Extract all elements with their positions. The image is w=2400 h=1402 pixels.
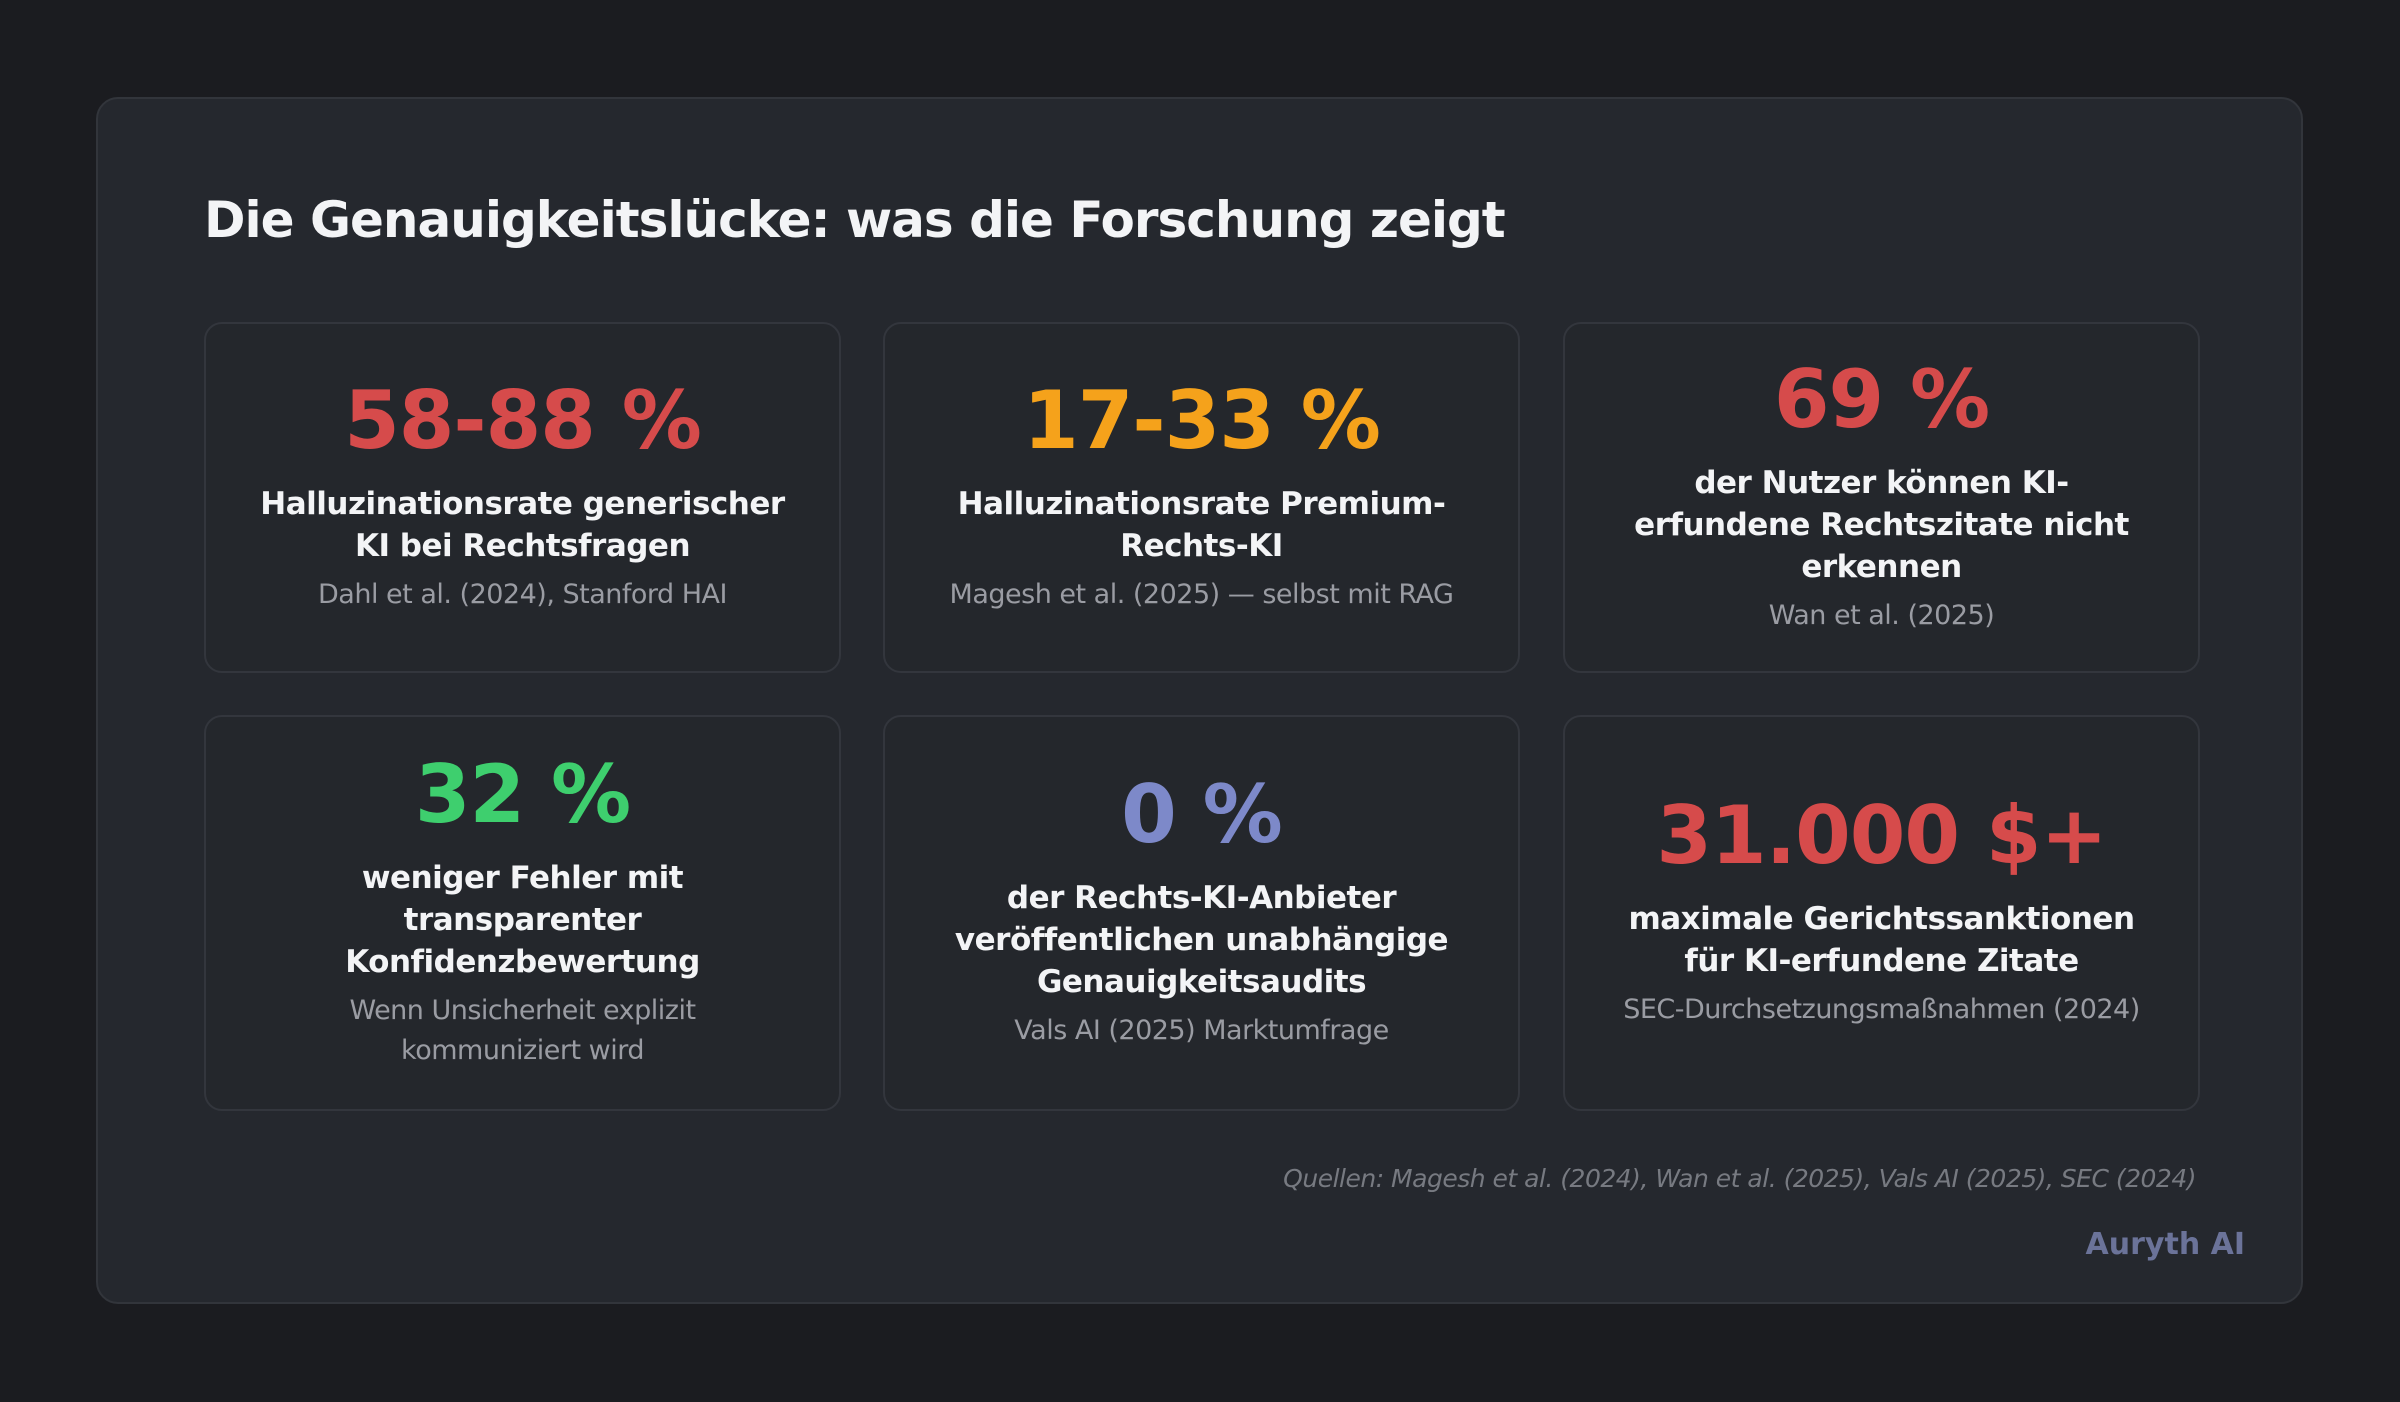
stat-source: Wenn Unsicherheit explizit kommuniziert … xyxy=(349,995,696,1066)
stat-source: Vals AI (2025) Marktumfrage xyxy=(1014,1015,1389,1046)
stat-value: 17-33 % xyxy=(1023,373,1381,467)
stat-source: Wan et al. (2025) xyxy=(1768,599,1995,631)
brand-logo: Auryth AI xyxy=(2085,1227,2245,1262)
stat-card-generic-ai-hallucination: 58-88 % Halluzinationsrate generischer K… xyxy=(204,322,841,673)
stat-label: der Rechts-KI-Anbieter veröffentlichen u… xyxy=(954,880,1449,1000)
stat-card-court-sanctions: 31.000 $+ maximale Gerichtssanktionen fü… xyxy=(1563,715,2200,1111)
stat-value: 32 % xyxy=(414,748,631,841)
stat-card-users-cannot-detect: 69 % der Nutzer können KI-erfundene Rech… xyxy=(1563,322,2200,673)
infographic-panel: Die Genauigkeitslücke: was die Forschung… xyxy=(96,97,2303,1304)
stat-card-no-audits: 0 % der Rechts-KI-Anbieter veröffentlich… xyxy=(883,715,1520,1111)
stat-card-fewer-errors: 32 % weniger Fehler mit transparenter Ko… xyxy=(204,715,841,1111)
stat-label: Halluzinationsrate Premium-Rechts-KI xyxy=(957,485,1446,564)
stat-source: Magesh et al. (2025) — selbst mit RAG xyxy=(949,578,1454,610)
stat-value: 31.000 $+ xyxy=(1656,789,2107,882)
stat-source: Dahl et al. (2024), Stanford HAI xyxy=(318,578,727,610)
sources-note: Quellen: Magesh et al. (2024), Wan et al… xyxy=(1283,1164,2196,1193)
stat-label: maximale Gerichtssanktionen für KI-erfun… xyxy=(1628,901,2135,979)
stat-value: 58-88 % xyxy=(344,373,702,467)
stat-value: 69 % xyxy=(1773,352,1990,446)
stat-value: 0 % xyxy=(1121,768,1283,861)
page-title: Die Genauigkeitslücke: was die Forschung… xyxy=(204,191,1506,249)
stat-label: weniger Fehler mit transparenter Konfide… xyxy=(345,860,700,980)
stat-label: Halluzinationsrate generischer KI bei Re… xyxy=(260,485,785,564)
stat-source: SEC-Durchsetzungsmaßnahmen (2024) xyxy=(1623,994,2140,1025)
stat-card-premium-ai-hallucination: 17-33 % Halluzinationsrate Premium-Recht… xyxy=(883,322,1520,673)
stat-label: der Nutzer können KI-erfundene Rechtszit… xyxy=(1634,464,2129,585)
